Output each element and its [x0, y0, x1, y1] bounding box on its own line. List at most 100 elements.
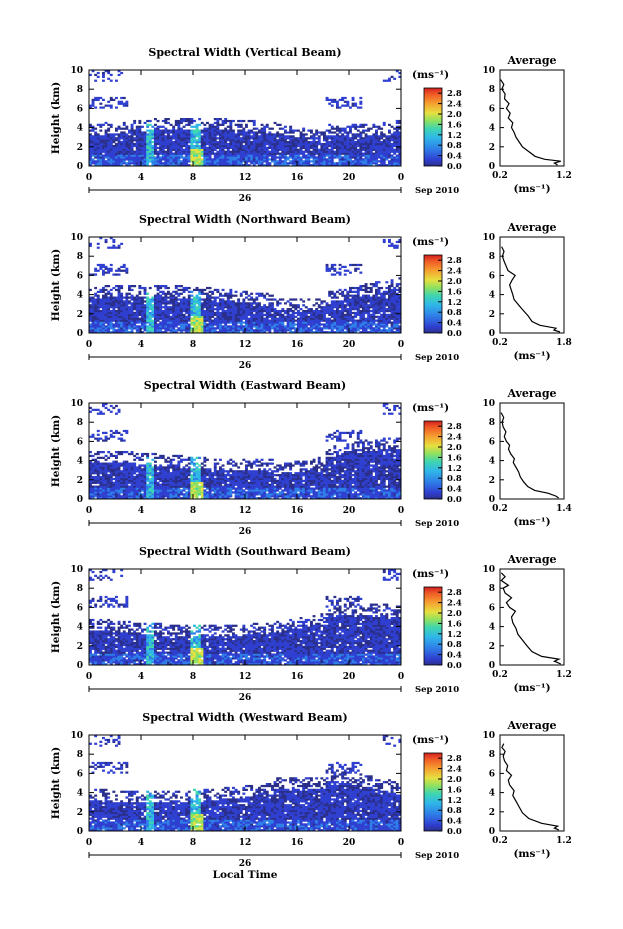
heatmap-cell: [375, 139, 378, 142]
heatmap-cell: [367, 311, 371, 315]
heatmap-cell: [146, 154, 150, 157]
heatmap-cell: [99, 96, 103, 100]
heatmap-cell: [187, 306, 191, 309]
heatmap-cell: [117, 73, 121, 77]
heatmap-cell: [130, 313, 134, 317]
heatmap-cell: [125, 125, 129, 128]
heatmap-cell: [299, 152, 303, 155]
heatmap-cell: [320, 319, 324, 322]
heatmap-cell: [284, 154, 287, 157]
heatmap-cell: [291, 135, 295, 138]
heatmap-cell: [104, 294, 108, 297]
heatmap-cell: [146, 133, 150, 136]
heatmap-cell: [380, 127, 384, 130]
heatmap-cell: [224, 127, 228, 130]
heatmap-cell: [185, 308, 189, 311]
heatmap-cell: [193, 152, 196, 155]
heatmap-cell: [382, 160, 386, 163]
heatmap-cell: [304, 327, 308, 330]
heatmap-cell: [159, 298, 163, 301]
heatmap-cell: [336, 100, 339, 103]
heatmap-cell: [172, 131, 176, 134]
heatmap-cell: [91, 454, 95, 458]
heatmap-cell: [164, 139, 168, 142]
heatmap-cell: [245, 150, 248, 153]
heatmap-cell: [343, 154, 347, 157]
heatmap-cell: [200, 160, 204, 163]
heatmap-cell: [211, 160, 215, 163]
heatmap-cell: [169, 160, 173, 163]
heatmap-cell: [89, 137, 92, 140]
heatmap-cell: [96, 329, 100, 332]
heatmap-cell: [255, 152, 259, 155]
heatmap-cell: [385, 150, 389, 153]
heatmap-cell: [219, 323, 222, 326]
heatmap-cell: [336, 156, 339, 159]
heatmap-cell: [117, 302, 121, 305]
heatmap-cell: [351, 317, 355, 320]
heatmap-cell: [104, 121, 108, 125]
heatmap-cell: [122, 300, 126, 303]
heatmap-cell: [252, 315, 256, 318]
heatmap-cell: [382, 121, 386, 125]
heatmap-cell: [216, 156, 220, 159]
heatmap-cell: [317, 150, 321, 153]
heatmap-cell: [89, 162, 92, 165]
heatmap-cell: [362, 144, 365, 148]
heatmap-cell: [107, 315, 111, 318]
heatmap-cell: [141, 137, 144, 140]
heatmap-cell: [216, 146, 220, 150]
heatmap-cell: [174, 325, 178, 328]
heatmap-cell: [226, 139, 230, 142]
heatmap-cell: [245, 146, 248, 150]
heatmap-cell: [359, 152, 363, 155]
heatmap-cell: [125, 294, 129, 297]
heatmap-cell: [245, 162, 248, 165]
heatmap-cell: [148, 302, 152, 305]
heatmap-cell: [151, 131, 155, 134]
heatmap-cell: [161, 302, 165, 305]
heatmap-cell: [333, 309, 337, 313]
heatmap-cell: [167, 302, 170, 305]
heatmap-cell: [146, 160, 150, 163]
heatmap-cell: [260, 137, 264, 140]
heatmap-cell: [304, 331, 308, 334]
heatmap-cell: [107, 300, 111, 303]
heatmap-cell: [245, 319, 248, 322]
heatmap-cell: [224, 302, 228, 305]
heatmap-cell: [258, 156, 261, 159]
heatmap-cell: [112, 296, 116, 299]
heatmap-cell: [99, 144, 103, 148]
heatmap-cell: [169, 309, 173, 313]
heatmap-cell: [185, 321, 189, 324]
heatmap-cell: [338, 106, 342, 109]
heatmap-cell: [99, 306, 103, 309]
heatmap-cell: [338, 302, 342, 305]
heatmap-cell: [372, 308, 376, 311]
heatmap-cell: [99, 327, 103, 330]
heatmap-cell: [234, 158, 238, 161]
heatmap-cell: [375, 327, 378, 330]
heatmap-cell: [268, 158, 272, 161]
heatmap-cell: [315, 323, 319, 326]
heatmap-cell: [338, 300, 342, 303]
heatmap-cell: [252, 306, 256, 309]
heatmap-cell: [237, 309, 241, 313]
heatmap-cell: [362, 323, 365, 326]
heatmap-cell: [336, 164, 339, 167]
heatmap-cell: [187, 158, 191, 161]
heatmap-cell: [151, 325, 155, 328]
heatmap-cell: [169, 311, 173, 315]
heatmap-cell: [125, 321, 129, 324]
heatmap-cell: [271, 327, 274, 330]
heatmap-cell: [120, 265, 124, 269]
heatmap-cell: [315, 298, 319, 301]
heatmap-cell: [200, 139, 204, 142]
heatmap-cell: [260, 313, 264, 317]
heatmap-cell: [356, 311, 360, 315]
heatmap-cell: [375, 304, 378, 307]
heatmap-cell: [276, 162, 280, 165]
heatmap-cell: [289, 146, 293, 150]
heatmap-cell: [362, 329, 365, 332]
heatmap-cell: [356, 294, 360, 297]
